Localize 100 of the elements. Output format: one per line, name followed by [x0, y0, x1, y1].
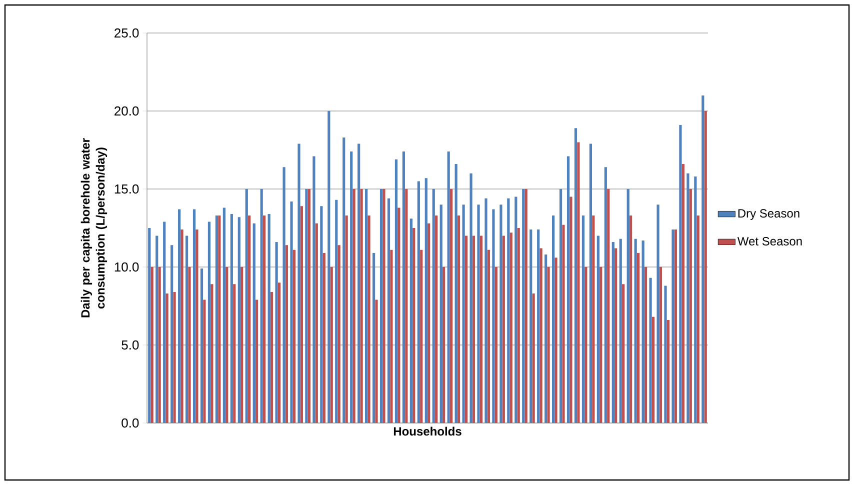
bar	[432, 189, 435, 423]
bar	[252, 223, 256, 423]
bar	[559, 189, 562, 423]
legend-label: Dry Season	[738, 209, 800, 220]
bar	[614, 248, 618, 423]
bar	[417, 181, 420, 423]
bar	[275, 242, 278, 423]
bar	[659, 267, 662, 423]
bar	[256, 300, 258, 423]
bar	[644, 267, 648, 423]
bar	[672, 230, 674, 423]
bar	[470, 173, 472, 423]
bar	[524, 189, 528, 423]
bar	[428, 223, 430, 423]
bar	[582, 216, 585, 423]
bar	[312, 156, 316, 423]
bar	[682, 164, 684, 423]
bar	[642, 240, 644, 423]
bar	[188, 267, 191, 423]
bar	[330, 267, 333, 423]
bar	[405, 189, 408, 423]
bar	[335, 200, 338, 423]
bar	[694, 176, 697, 423]
bar	[600, 267, 602, 423]
bar	[300, 206, 303, 423]
bar	[368, 216, 370, 423]
bar	[537, 230, 540, 423]
bar	[584, 267, 588, 423]
bar	[365, 189, 368, 423]
y-tick-label: 5.0	[122, 340, 139, 350]
bar	[554, 258, 558, 423]
bar	[547, 267, 550, 423]
bar	[514, 196, 518, 423]
legend-label: Wet Season	[737, 237, 802, 246]
bar	[626, 189, 630, 423]
bar	[689, 189, 692, 423]
bar	[150, 267, 154, 423]
bar	[328, 110, 330, 423]
bar	[394, 159, 398, 423]
bar	[248, 216, 251, 423]
bar	[634, 238, 637, 423]
bar	[230, 214, 233, 423]
bar	[424, 178, 428, 423]
bar	[666, 320, 670, 423]
bar	[308, 189, 310, 423]
bar	[398, 208, 400, 423]
bar	[208, 222, 211, 423]
bar	[192, 209, 196, 423]
bar	[622, 284, 625, 423]
bar	[342, 138, 346, 423]
bar	[674, 230, 677, 423]
bar	[320, 206, 323, 423]
bar	[260, 189, 263, 423]
bar	[619, 238, 622, 423]
bar	[604, 167, 607, 423]
bar	[322, 252, 326, 423]
bar	[240, 267, 244, 423]
bar	[173, 292, 176, 423]
bar	[268, 214, 270, 423]
bar	[420, 250, 423, 423]
bar	[440, 204, 442, 423]
bar	[170, 245, 174, 423]
bar	[178, 209, 181, 423]
bar	[540, 248, 542, 423]
y-axis-title: Daily per capita borehole water consumption (L/person/day)	[80, 138, 108, 318]
bar	[566, 156, 570, 423]
bar	[375, 300, 378, 423]
bar	[387, 198, 390, 423]
bar	[410, 218, 412, 423]
bar	[315, 223, 318, 423]
bar	[278, 282, 281, 423]
bar	[382, 189, 386, 423]
bar	[380, 189, 383, 423]
bar	[282, 167, 286, 423]
bar	[372, 252, 376, 423]
bar	[477, 204, 480, 423]
bar	[305, 189, 308, 423]
bar	[435, 216, 438, 423]
bar	[285, 245, 288, 423]
bar	[552, 216, 555, 423]
bar	[215, 216, 218, 423]
bar	[530, 230, 532, 423]
bar	[574, 128, 578, 423]
bar	[226, 267, 228, 423]
y-tick-label: 25.0	[114, 28, 139, 38]
bar	[447, 152, 450, 423]
bar	[702, 95, 704, 423]
bar	[457, 216, 460, 423]
bar	[492, 209, 495, 423]
bar	[664, 286, 667, 423]
bar	[298, 144, 300, 423]
bar	[464, 236, 468, 423]
bar	[233, 284, 236, 423]
bar	[589, 144, 592, 423]
bar	[358, 144, 360, 423]
bar	[412, 228, 416, 423]
y-tick-label: 10.0	[114, 262, 139, 272]
bar	[345, 216, 348, 423]
bar	[562, 224, 565, 423]
bar	[612, 242, 614, 423]
